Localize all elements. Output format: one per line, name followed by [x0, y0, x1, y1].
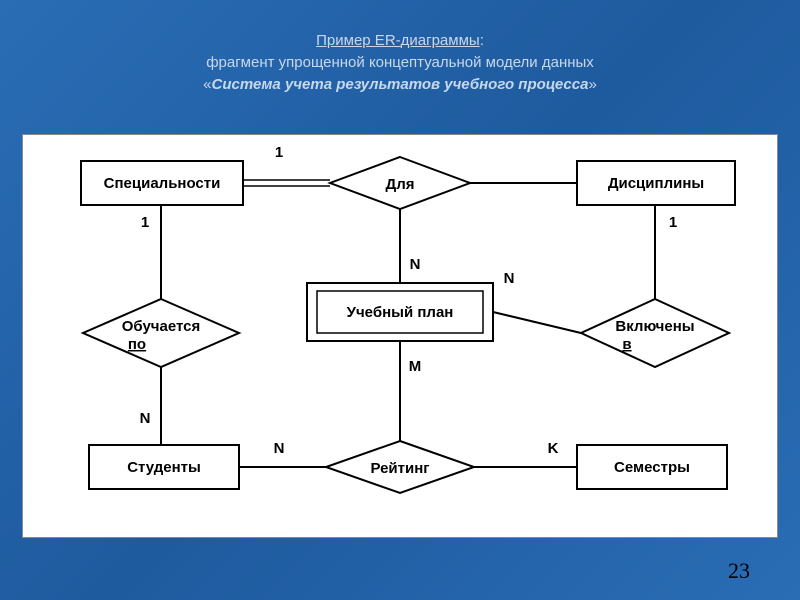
title-part-1: Пример ER-диаграммы	[316, 32, 480, 49]
rel-for: Для	[330, 157, 470, 209]
title-line-2: фрагмент упрощенной концептуальной модел…	[206, 54, 594, 71]
entity-specialties: Специальности	[81, 161, 243, 205]
rel-included-label1: Включены	[615, 318, 694, 335]
title-quote-close: »	[588, 76, 596, 93]
title-colon: :	[480, 32, 484, 49]
title-quote-open: «	[203, 76, 211, 93]
rel-studies-by-label2: по	[128, 336, 146, 353]
rel-included-label2: в	[622, 336, 631, 353]
entity-students: Студенты	[89, 445, 239, 489]
card-1c: 1	[669, 214, 677, 231]
card-n1: N	[410, 256, 421, 273]
card-n4: N	[274, 440, 285, 457]
entity-curriculum-label: Учебный план	[347, 304, 454, 321]
card-m: M	[409, 358, 422, 375]
edge-included-curriculum	[493, 312, 581, 333]
card-n3: N	[140, 410, 151, 427]
er-diagram-svg: Специальности Дисциплины Студенты Семест…	[23, 135, 779, 539]
title-line-3: Система учета результатов учебного проце…	[212, 76, 589, 93]
rel-studies-by-label1: Обучается	[122, 318, 201, 335]
entity-disciplines-label: Дисциплины	[608, 175, 704, 192]
entity-semesters-label: Семестры	[614, 459, 690, 476]
slide-background: Пример ER-диаграммы: фрагмент упрощенной…	[0, 0, 800, 600]
slide-title: Пример ER-диаграммы: фрагмент упрощенной…	[0, 0, 800, 105]
entity-semesters: Семестры	[577, 445, 727, 489]
entity-specialties-label: Специальности	[104, 175, 221, 192]
rel-for-label: Для	[386, 176, 415, 193]
card-1a: 1	[275, 144, 283, 161]
card-1b: 1	[141, 214, 149, 231]
rel-included: Включены в	[581, 299, 729, 367]
card-k: K	[548, 440, 559, 457]
entity-disciplines: Дисциплины	[577, 161, 735, 205]
rel-rating-label: Рейтинг	[370, 460, 429, 477]
diagram-frame: Специальности Дисциплины Студенты Семест…	[22, 134, 778, 538]
rel-studies-by: Обучается по	[83, 299, 239, 367]
entity-students-label: Студенты	[127, 459, 201, 476]
entity-curriculum-weak: Учебный план	[307, 283, 493, 341]
card-n2: N	[504, 270, 515, 287]
page-number: 23	[728, 558, 750, 584]
rel-rating: Рейтинг	[326, 441, 474, 493]
